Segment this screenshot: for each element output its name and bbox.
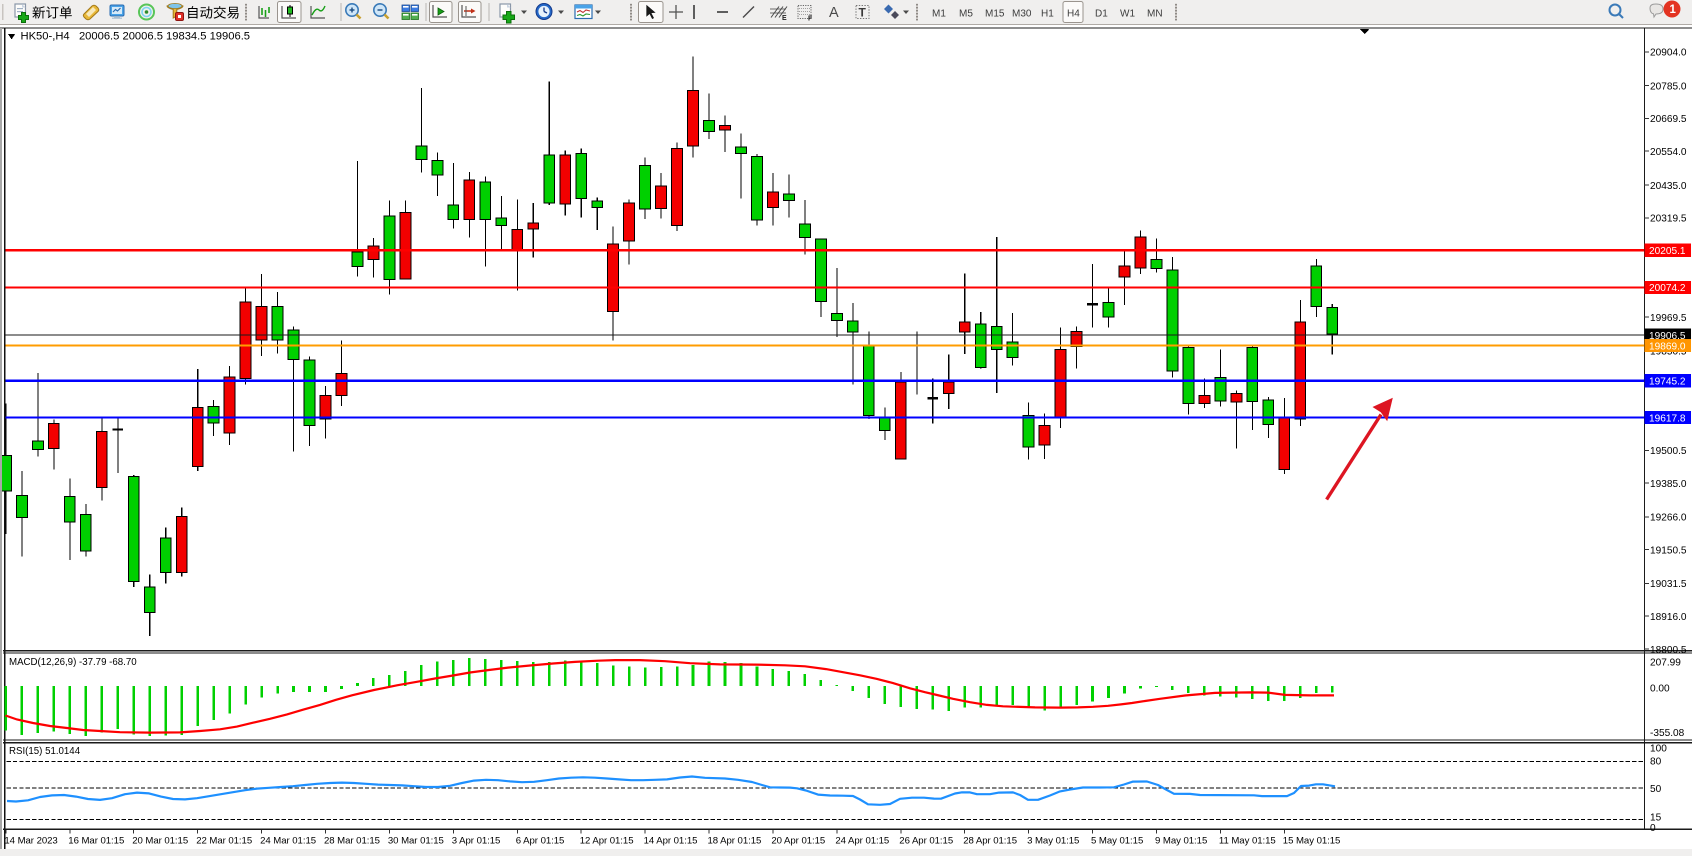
svg-text:20319.5: 20319.5 — [1650, 214, 1687, 225]
svg-text:MN: MN — [1147, 9, 1163, 20]
svg-text:20 Mar 01:15: 20 Mar 01:15 — [132, 836, 188, 847]
svg-text:W1: W1 — [1120, 9, 1135, 20]
svg-text:28 Apr 01:15: 28 Apr 01:15 — [963, 836, 1017, 847]
svg-text:20785.0: 20785.0 — [1650, 81, 1687, 92]
svg-text:50: 50 — [1650, 784, 1662, 795]
svg-text:19385.0: 19385.0 — [1650, 479, 1687, 490]
svg-text:0: 0 — [1650, 823, 1656, 834]
svg-text:MACD(12,26,9) -37.79 -68.70: MACD(12,26,9) -37.79 -68.70 — [9, 657, 137, 668]
svg-text:M30: M30 — [1012, 9, 1032, 20]
svg-text:9 May 01:15: 9 May 01:15 — [1155, 836, 1207, 847]
svg-text:12 Apr 01:15: 12 Apr 01:15 — [580, 836, 634, 847]
svg-text:F: F — [808, 16, 813, 23]
svg-text:14 Mar 2023: 14 Mar 2023 — [4, 836, 57, 847]
svg-text:20 Apr 01:15: 20 Apr 01:15 — [771, 836, 825, 847]
svg-text:19869.0: 19869.0 — [1649, 341, 1686, 352]
svg-text:19031.5: 19031.5 — [1650, 579, 1687, 590]
svg-text:100: 100 — [1650, 744, 1667, 755]
svg-text:E: E — [782, 15, 787, 22]
svg-text:A: A — [829, 5, 839, 21]
svg-text:M5: M5 — [959, 9, 973, 20]
svg-text:19969.5: 19969.5 — [1650, 313, 1687, 324]
svg-text:20205.1: 20205.1 — [1649, 246, 1686, 257]
svg-text:T: T — [859, 6, 867, 20]
svg-text:0.00: 0.00 — [1650, 683, 1670, 694]
svg-text:14 Apr 01:15: 14 Apr 01:15 — [644, 836, 698, 847]
svg-text:19745.2: 19745.2 — [1649, 377, 1686, 388]
svg-text:19617.8: 19617.8 — [1649, 413, 1686, 424]
svg-text:26 Apr 01:15: 26 Apr 01:15 — [899, 836, 953, 847]
svg-text:16 Mar 01:15: 16 Mar 01:15 — [68, 836, 124, 847]
svg-text:15 May 01:15: 15 May 01:15 — [1283, 836, 1341, 847]
svg-text:6 Apr 01:15: 6 Apr 01:15 — [516, 836, 565, 847]
svg-text:20554.0: 20554.0 — [1650, 147, 1687, 158]
svg-text:18 Apr 01:15: 18 Apr 01:15 — [708, 836, 762, 847]
svg-text:1: 1 — [1670, 4, 1677, 16]
svg-text:11 May 01:15: 11 May 01:15 — [1219, 836, 1276, 847]
svg-text:22 Mar 01:15: 22 Mar 01:15 — [196, 836, 252, 847]
svg-text:H1: H1 — [1041, 9, 1054, 20]
svg-text:18916.0: 18916.0 — [1650, 612, 1687, 623]
svg-text:D1: D1 — [1095, 9, 1108, 20]
svg-text:15: 15 — [1650, 812, 1662, 823]
svg-text:20074.2: 20074.2 — [1649, 283, 1686, 294]
svg-text:19500.5: 19500.5 — [1650, 446, 1687, 457]
svg-text:207.99: 207.99 — [1650, 657, 1681, 668]
svg-text:20669.5: 20669.5 — [1650, 114, 1687, 125]
svg-text:-355.08: -355.08 — [1650, 728, 1685, 739]
svg-text:19906.5: 19906.5 — [1649, 331, 1686, 342]
svg-text:M15: M15 — [985, 9, 1005, 20]
svg-text:24 Apr 01:15: 24 Apr 01:15 — [835, 836, 889, 847]
svg-text:18800.5: 18800.5 — [1650, 645, 1687, 656]
svg-text:80: 80 — [1650, 757, 1662, 768]
svg-text:30 Mar 01:15: 30 Mar 01:15 — [388, 836, 444, 847]
svg-text:5 May 01:15: 5 May 01:15 — [1091, 836, 1143, 847]
svg-text:H4: H4 — [1067, 8, 1080, 19]
svg-text:20435.0: 20435.0 — [1650, 181, 1687, 192]
svg-text:RSI(15) 51.0144: RSI(15) 51.0144 — [9, 746, 81, 757]
svg-text:M1: M1 — [932, 9, 946, 20]
svg-text:24 Mar 01:15: 24 Mar 01:15 — [260, 836, 316, 847]
svg-text:19150.5: 19150.5 — [1650, 546, 1687, 557]
svg-text:20904.0: 20904.0 — [1650, 48, 1687, 59]
svg-text:3 May 01:15: 3 May 01:15 — [1027, 836, 1079, 847]
svg-text:HK50-,H4 20006.5 20006.5 198: HK50-,H4 20006.5 20006.5 19834.5 19906.5 — [21, 31, 251, 43]
svg-text:19266.0: 19266.0 — [1650, 513, 1687, 524]
svg-text:28 Mar 01:15: 28 Mar 01:15 — [324, 836, 380, 847]
svg-text:3 Apr 01:15: 3 Apr 01:15 — [452, 836, 501, 847]
